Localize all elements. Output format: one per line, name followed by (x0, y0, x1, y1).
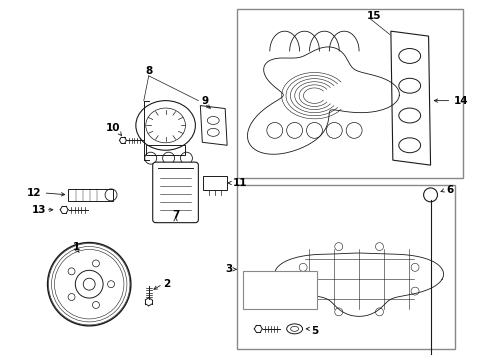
Text: 5: 5 (312, 326, 318, 336)
Bar (237, 185, 455, 349)
FancyBboxPatch shape (153, 162, 198, 223)
Bar (146, 145, 185, 155)
Text: 2: 2 (163, 279, 170, 289)
Text: 15: 15 (367, 11, 382, 21)
Text: 12: 12 (27, 188, 42, 198)
Text: 3: 3 (225, 264, 232, 274)
Text: 8: 8 (145, 66, 152, 76)
Text: 9: 9 (201, 96, 208, 105)
Text: 6: 6 (446, 185, 454, 195)
Bar (69, 189, 113, 201)
Text: 10: 10 (106, 123, 120, 134)
Text: 13: 13 (32, 205, 46, 215)
Text: 11: 11 (233, 178, 247, 188)
Bar (237, 9, 464, 178)
Text: 4: 4 (264, 297, 271, 307)
Bar (243, 271, 318, 309)
Text: 1: 1 (73, 243, 80, 252)
Bar (203, 176, 227, 190)
Text: 14: 14 (453, 96, 468, 105)
Text: 7: 7 (172, 210, 179, 220)
